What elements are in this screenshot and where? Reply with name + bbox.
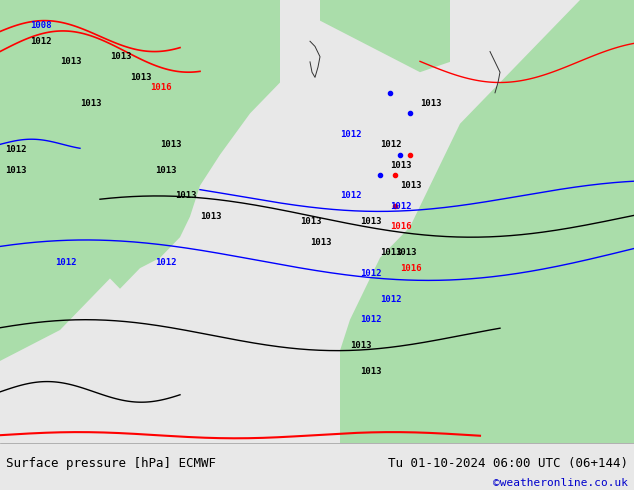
Text: 1013: 1013 (360, 217, 382, 226)
Text: 1012: 1012 (380, 140, 401, 149)
Text: 1013: 1013 (395, 248, 417, 257)
Text: 1012: 1012 (360, 315, 382, 324)
Polygon shape (0, 0, 280, 361)
Text: 1013: 1013 (160, 140, 181, 149)
Polygon shape (320, 0, 450, 72)
Text: 1013: 1013 (155, 166, 176, 174)
Text: 1013: 1013 (60, 57, 82, 66)
Text: 1012: 1012 (340, 192, 361, 200)
Text: 1012: 1012 (340, 129, 361, 139)
Text: 1013: 1013 (5, 166, 27, 174)
Text: 1013: 1013 (110, 52, 131, 61)
Text: Tu 01-10-2024 06:00 UTC (06+144): Tu 01-10-2024 06:00 UTC (06+144) (387, 458, 628, 470)
Text: 1016: 1016 (390, 222, 411, 231)
Text: 1012: 1012 (30, 37, 51, 46)
Text: 1013: 1013 (360, 367, 382, 376)
Text: 1013: 1013 (200, 212, 221, 221)
Text: 1013: 1013 (130, 73, 152, 82)
Text: 1012: 1012 (155, 259, 176, 268)
Text: 1013: 1013 (380, 248, 401, 257)
Text: 1016: 1016 (150, 83, 172, 92)
Text: 1013: 1013 (400, 181, 422, 190)
Text: 1012: 1012 (380, 294, 401, 304)
Text: 1013: 1013 (310, 238, 332, 247)
Text: 1013: 1013 (420, 98, 441, 108)
Text: 1013: 1013 (350, 341, 372, 350)
Text: 1013: 1013 (390, 161, 411, 170)
Text: ©weatheronline.co.uk: ©weatheronline.co.uk (493, 478, 628, 488)
Text: 1012: 1012 (55, 259, 77, 268)
Text: 1012: 1012 (5, 145, 27, 154)
Text: 1012: 1012 (390, 202, 411, 211)
Text: 1013: 1013 (80, 98, 101, 108)
Text: 1008: 1008 (30, 21, 51, 30)
Text: 1013: 1013 (300, 217, 321, 226)
Text: Surface pressure [hPa] ECMWF: Surface pressure [hPa] ECMWF (6, 458, 216, 470)
Text: 1012: 1012 (360, 269, 382, 278)
Text: 1016: 1016 (400, 264, 422, 272)
Text: 1013: 1013 (175, 192, 197, 200)
Polygon shape (340, 0, 634, 443)
